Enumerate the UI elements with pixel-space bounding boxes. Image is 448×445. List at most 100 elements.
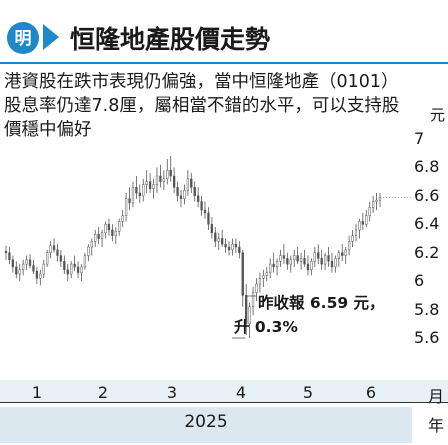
candle-body xyxy=(100,232,104,239)
header-rule xyxy=(0,62,448,64)
candle-body xyxy=(183,189,186,199)
candle-body xyxy=(94,233,97,242)
candle xyxy=(320,249,323,270)
candle-body xyxy=(203,209,207,214)
candle xyxy=(183,184,186,205)
description-text: 港資股在跌市表現仍偏強，當中恒隆地產（0101）股息率仍達7.8厘，屬相當不錯的… xyxy=(4,72,400,140)
candle xyxy=(80,264,83,282)
y-tick-label: 6.8 xyxy=(414,157,440,176)
candle-body xyxy=(227,246,231,251)
candle xyxy=(296,247,299,265)
candle xyxy=(107,218,111,236)
candle-body xyxy=(293,255,296,261)
candle xyxy=(142,178,145,202)
candle xyxy=(299,252,303,270)
year-label: 2025 xyxy=(184,412,228,432)
candle-body xyxy=(22,263,25,271)
candle xyxy=(371,195,375,213)
candle-body xyxy=(159,175,162,182)
candle xyxy=(275,258,279,276)
candle-body xyxy=(166,170,169,180)
candle-body xyxy=(275,260,279,268)
candle xyxy=(347,235,351,256)
candle-body xyxy=(131,187,135,204)
candle-body xyxy=(207,212,210,225)
y-tick-label: 7 xyxy=(414,129,425,148)
candle-body xyxy=(152,184,155,190)
candle-body xyxy=(11,259,15,268)
candle xyxy=(152,178,155,199)
candle-body xyxy=(313,252,316,262)
candle xyxy=(286,252,289,270)
candle xyxy=(63,255,66,275)
candle xyxy=(344,247,347,265)
candle-body xyxy=(142,184,145,197)
candle xyxy=(118,218,121,236)
candle xyxy=(313,247,316,267)
chart-title: 恒隆地產股價走勢 xyxy=(70,25,271,54)
candle-body xyxy=(323,255,327,265)
candle xyxy=(97,227,100,245)
candle xyxy=(135,175,138,199)
candle xyxy=(327,247,330,267)
candle xyxy=(28,254,32,269)
candle xyxy=(303,249,306,267)
axis-rule xyxy=(0,402,448,403)
candle-body xyxy=(124,198,128,217)
month-label: 2 xyxy=(97,383,109,402)
candle-body xyxy=(210,224,214,234)
candle-body xyxy=(83,255,87,268)
candle xyxy=(159,164,162,188)
year-unit-label: 年 xyxy=(428,416,445,435)
month-label: 6 xyxy=(365,383,377,402)
candle xyxy=(94,229,97,248)
candle xyxy=(279,249,282,267)
candle-body xyxy=(59,255,63,262)
candle-body xyxy=(90,241,93,248)
candle xyxy=(262,269,265,287)
candle xyxy=(166,158,169,185)
candle-body xyxy=(310,260,313,271)
change-annotation: 升 0.3% xyxy=(234,318,298,336)
candle xyxy=(245,283,248,336)
candle xyxy=(351,229,354,248)
candle-body xyxy=(272,263,275,268)
candle-body xyxy=(15,266,18,275)
candle-body xyxy=(327,255,330,262)
candle xyxy=(22,259,25,276)
candle-body xyxy=(97,233,100,239)
candle xyxy=(289,255,292,273)
candle xyxy=(354,224,358,242)
candle-body xyxy=(190,178,193,188)
play-arrow-icon xyxy=(43,24,59,50)
candle xyxy=(241,249,244,307)
candle-body xyxy=(289,259,292,265)
candle xyxy=(265,266,268,282)
candle-body xyxy=(39,273,42,279)
month-label: 4 xyxy=(235,383,247,402)
month-label: 3 xyxy=(166,383,178,402)
candle xyxy=(330,252,334,273)
candle-body xyxy=(341,252,344,256)
candle-body xyxy=(193,187,196,197)
candle xyxy=(368,201,371,222)
candle-body xyxy=(4,251,8,253)
candle-body xyxy=(306,263,310,271)
candle xyxy=(15,261,18,279)
candle xyxy=(46,249,49,267)
month-label: 1 xyxy=(31,383,43,402)
candle xyxy=(172,167,176,194)
candle-body xyxy=(282,255,286,259)
candle-body xyxy=(224,243,227,248)
candle-body xyxy=(317,252,320,259)
candle xyxy=(203,201,207,219)
candle-body xyxy=(111,229,114,236)
candle-body xyxy=(238,246,241,253)
candle xyxy=(238,241,241,259)
candle xyxy=(334,255,337,273)
candle-body xyxy=(18,269,21,275)
candle-body xyxy=(303,258,306,265)
candle-body xyxy=(279,255,282,262)
candle-body xyxy=(162,178,165,182)
candle xyxy=(375,193,378,211)
